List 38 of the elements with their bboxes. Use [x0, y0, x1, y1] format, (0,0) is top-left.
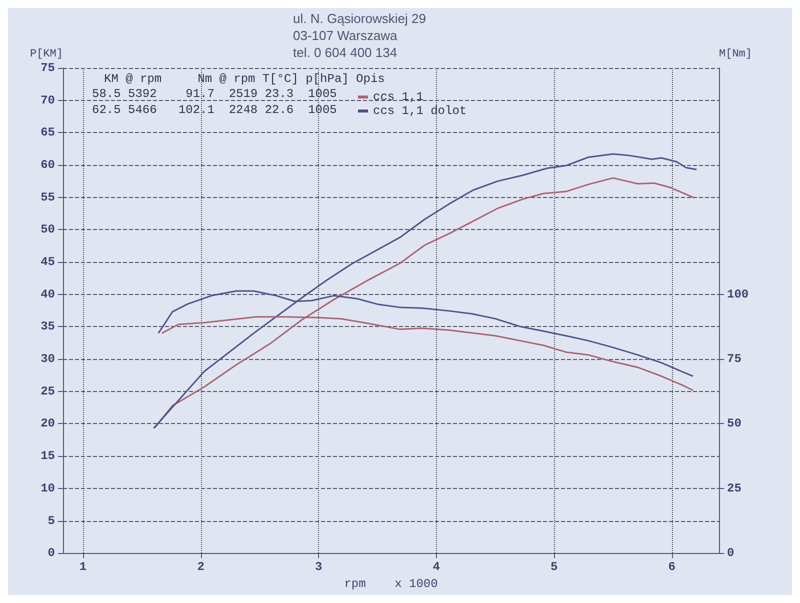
x-tick-label: 2: [197, 560, 204, 574]
y2-tick-label: 0: [727, 546, 734, 560]
y-tick-label: 25: [40, 384, 55, 398]
y-tick-label: 15: [40, 449, 55, 464]
text: 03-107 Warszawa: [293, 28, 398, 43]
x-tick-label: 3: [314, 560, 322, 574]
y-tick-label: 0: [48, 546, 55, 560]
x-tick-label: 5: [550, 560, 558, 574]
y-tick-label: 30: [40, 352, 55, 366]
y-tick-label: 50: [40, 222, 55, 237]
y-tick-label: 65: [40, 126, 55, 140]
x-tick-label: 1: [79, 560, 87, 574]
line-series: [158, 290, 694, 377]
y2-tick-label: 75: [727, 352, 742, 366]
y2-axis-title: M[Nm]: [719, 48, 752, 60]
x-tick-label: 4: [432, 560, 440, 574]
legend-label: ccs 1,1 dolot: [373, 104, 467, 118]
y-tick-label: 20: [40, 416, 55, 431]
annotation: 58.5 5392 91.7 2519 23.3 1005: [92, 87, 337, 101]
y2-tick-label: 100: [727, 287, 749, 302]
annotation: KM @ rpm Nm @ rpm T[°C] p[hPa] Opis: [104, 72, 385, 86]
y-tick-label: 75: [40, 61, 55, 75]
annotation: 62.5 5466 102.1 2248 22.6 1005: [92, 103, 337, 117]
y-tick-label: 45: [40, 255, 55, 270]
y-tick-label: 40: [40, 287, 55, 302]
x-tick-label: 6: [668, 560, 676, 574]
y-tick-label: 35: [40, 320, 55, 334]
text: ul. N. Gąsiorowskiej 29: [293, 11, 426, 26]
y-tick-label: 10: [40, 481, 55, 496]
x-axis-title: rpm x 1000: [344, 577, 438, 591]
y-tick-label: 70: [40, 93, 55, 108]
y-tick-label: 55: [40, 190, 55, 204]
y-tick-label: 60: [40, 158, 55, 172]
y2-tick-label: 25: [727, 481, 742, 496]
y2-tick-label: 50: [727, 416, 742, 431]
text: tel. 0 604 400 134: [293, 45, 398, 60]
y-axis-title: P[KM]: [30, 48, 63, 60]
y-tick-label: 5: [48, 514, 55, 528]
